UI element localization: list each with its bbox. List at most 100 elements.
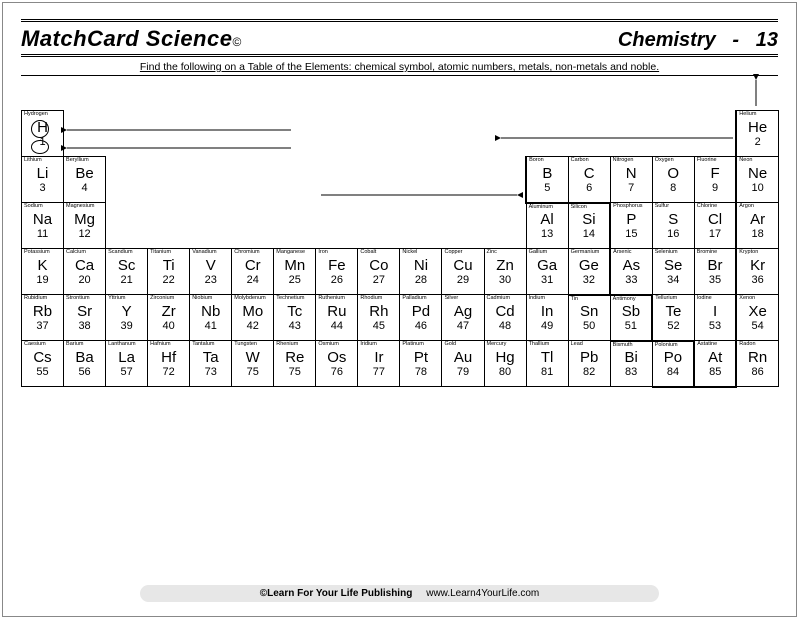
- empty-cell: [442, 203, 484, 249]
- element-symbol: Os: [316, 350, 357, 365]
- element-number: 79: [442, 367, 483, 378]
- element-number: 72: [148, 367, 189, 378]
- element-name: Magnesium: [64, 203, 105, 210]
- empty-cell: [442, 111, 484, 157]
- element-symbol: Cl: [695, 212, 736, 227]
- element-name: Strontium: [64, 295, 105, 302]
- element-number: 26: [316, 275, 357, 286]
- element-symbol: Mn: [274, 258, 315, 273]
- element-symbol: P: [611, 212, 652, 227]
- element-Na: SodiumNa11: [22, 203, 64, 249]
- element-number: 49: [527, 321, 568, 332]
- element-Mn: Manganese Mn 25: [274, 249, 316, 295]
- element-Zr: ZirconiumZr40: [148, 295, 190, 341]
- element-name: Tellurium: [653, 295, 694, 302]
- element-number: 31: [527, 275, 568, 286]
- element-name: Niobium: [190, 295, 231, 302]
- element-number: 11: [22, 229, 63, 240]
- dash: -: [732, 29, 739, 51]
- element-number: 34: [653, 275, 694, 286]
- element-number: 78: [400, 367, 441, 378]
- empty-cell: [274, 203, 316, 249]
- element-name: Argon: [737, 203, 778, 210]
- element-name: Tungsten: [232, 341, 273, 348]
- element-He: HeliumHe2: [736, 111, 778, 157]
- element-number: 5: [527, 183, 568, 194]
- element-number: 47: [442, 321, 483, 332]
- element-symbol: Au: [442, 350, 483, 365]
- element-symbol: Ca: [64, 258, 105, 273]
- callout-circle: [31, 120, 49, 138]
- element-Ba: BariumBa56: [64, 341, 106, 387]
- element-Al: AluminumAl13: [526, 203, 568, 249]
- element-Ti: TitaniumTi22: [148, 249, 190, 295]
- empty-cell: [148, 203, 190, 249]
- empty-cell: [400, 203, 442, 249]
- element-number: 48: [485, 321, 526, 332]
- footer-pill: ©Learn For Your Life Publishing www.Lear…: [140, 585, 660, 602]
- element-symbol: Hg: [485, 350, 526, 365]
- element-number: 50: [569, 321, 610, 332]
- empty-cell: [316, 111, 358, 157]
- element-number: 40: [148, 321, 189, 332]
- element-symbol: Al: [527, 212, 568, 227]
- title-bar: MatchCard Science© Chemistry - 13: [21, 26, 778, 52]
- empty-cell: [358, 111, 400, 157]
- rule-thin: [21, 75, 778, 76]
- element-name: Oxygen: [653, 157, 694, 164]
- element-symbol: W: [232, 350, 273, 365]
- element-symbol: Ta: [190, 350, 231, 365]
- element-symbol: Zn: [485, 258, 526, 273]
- element-Bi: BismuthBi83: [610, 341, 652, 387]
- element-symbol: Cu: [442, 258, 483, 273]
- empty-cell: [190, 203, 232, 249]
- subject-label: Chemistry: [618, 29, 716, 51]
- element-name: Manganese: [274, 249, 315, 256]
- element-number: 33: [611, 275, 652, 286]
- element-W: TungstenW75: [232, 341, 274, 387]
- element-name: Zinc: [485, 249, 526, 256]
- element-Xe: XenonXe54: [736, 295, 778, 341]
- element-symbol: At: [695, 350, 735, 365]
- element-name: Selenium: [653, 249, 694, 256]
- element-number: 43: [274, 321, 315, 332]
- element-name: Yttrium: [106, 295, 147, 302]
- empty-cell: [316, 157, 358, 203]
- element-symbol: Re: [274, 350, 315, 365]
- empty-cell: [610, 111, 652, 157]
- element-Sb: AntimonySb51: [610, 295, 652, 341]
- element-symbol: Sb: [611, 304, 652, 319]
- element-Cd: CadmiumCd48: [484, 295, 526, 341]
- element-number: 28: [400, 275, 441, 286]
- element-Te: TelluriumTe52: [652, 295, 694, 341]
- element-number: 37: [22, 321, 63, 332]
- element-symbol: Cs: [22, 350, 63, 365]
- element-name: Iron: [316, 249, 357, 256]
- element-symbol: Ga: [527, 258, 568, 273]
- element-Mo: MolybdenumMo42: [232, 295, 274, 341]
- element-Be: BerylliumBe4: [64, 157, 106, 203]
- element-name: Platinum: [400, 341, 441, 348]
- empty-cell: [274, 111, 316, 157]
- element-Si: SiliconSi14: [568, 203, 610, 249]
- element-Co: CobaltCo27: [358, 249, 400, 295]
- empty-cell: [64, 111, 106, 157]
- element-name: Cobalt: [358, 249, 399, 256]
- element-Rh: RhodiumRh45: [358, 295, 400, 341]
- element-number: 35: [695, 275, 736, 286]
- element-Cl: ChlorineCl17: [694, 203, 736, 249]
- element-Hf: HafniumHf72: [148, 341, 190, 387]
- worksheet-page: MatchCard Science© Chemistry - 13 Find t…: [2, 2, 797, 617]
- element-number: 25: [274, 275, 315, 286]
- empty-cell: [358, 203, 400, 249]
- element-symbol: He: [737, 120, 778, 135]
- publisher: ©Learn For Your Life Publishing: [260, 588, 413, 599]
- element-name: Phosphorus: [611, 203, 652, 210]
- element-name: Cadmium: [485, 295, 526, 302]
- element-As: ArsenicAs33: [610, 249, 652, 295]
- element-number: 22: [148, 275, 189, 286]
- element-Fe: IronFe26: [316, 249, 358, 295]
- element-name: Indium: [527, 295, 568, 302]
- element-symbol: Po: [653, 350, 694, 365]
- element-N: NitrogenN7: [610, 157, 652, 203]
